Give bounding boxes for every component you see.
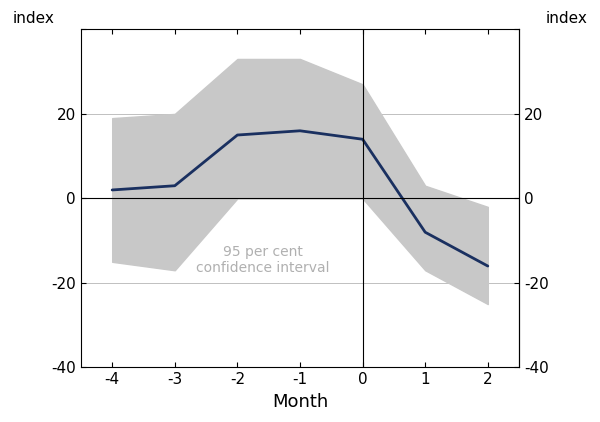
Text: 95 per cent
confidence interval: 95 per cent confidence interval: [196, 245, 329, 275]
X-axis label: Month: Month: [272, 393, 328, 411]
Text: index: index: [13, 11, 55, 26]
Text: index: index: [545, 11, 587, 26]
